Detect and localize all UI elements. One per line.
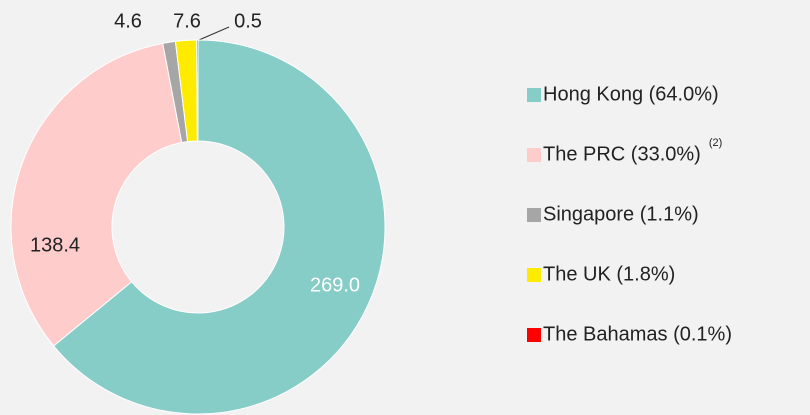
donut-slice xyxy=(10,42,183,347)
data-label: 7.6 xyxy=(173,10,201,32)
legend-swatch xyxy=(527,88,541,102)
legend-swatch xyxy=(527,148,541,162)
data-label: 269.0 xyxy=(310,274,360,296)
data-label: 4.6 xyxy=(114,10,142,32)
legend-swatch xyxy=(527,268,541,282)
legend-swatch xyxy=(527,328,541,342)
donut-slice xyxy=(196,39,199,142)
legend-label: The Bahamas (0.1%) xyxy=(543,323,732,345)
data-label: 0.5 xyxy=(234,10,262,32)
donut-slice xyxy=(52,39,386,415)
leader-line xyxy=(198,26,230,41)
legend-swatch xyxy=(527,208,541,222)
legend-label: The UK (1.8%) xyxy=(543,263,675,285)
legend-superscript: (2) xyxy=(709,137,722,149)
legend-label: The PRC (33.0%) xyxy=(543,143,701,165)
legend-label: Singapore (1.1%) xyxy=(543,203,699,225)
legend-label: Hong Kong (64.0%) xyxy=(543,83,719,105)
data-label: 138.4 xyxy=(30,234,80,256)
